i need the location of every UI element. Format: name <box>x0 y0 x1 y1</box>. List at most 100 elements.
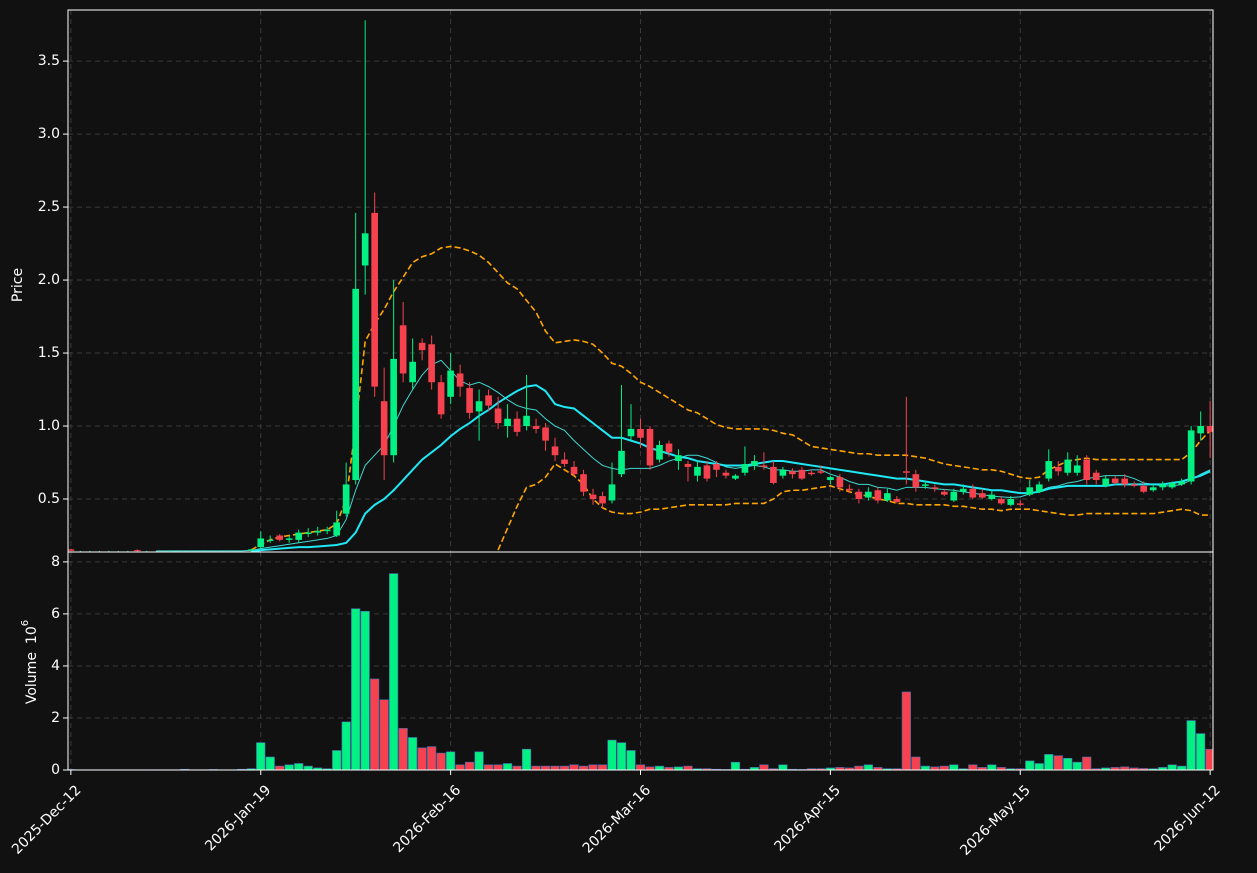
candle-body <box>751 461 758 466</box>
volume-bar <box>1177 765 1187 770</box>
volume-bar <box>1082 756 1092 770</box>
volume-bar <box>284 764 294 770</box>
volume-bar <box>436 752 446 770</box>
candle-body <box>1178 481 1185 485</box>
volume-bar <box>379 699 389 770</box>
candle-body <box>950 491 958 501</box>
volume-frame <box>67 551 1214 771</box>
volume-bar <box>559 765 570 770</box>
volume-bar <box>930 766 940 770</box>
candle-body <box>627 428 635 437</box>
volume-bar <box>417 747 427 770</box>
candle-body <box>133 550 141 552</box>
candle-body <box>988 494 996 500</box>
candle-body <box>494 408 502 424</box>
candle-body <box>1035 484 1043 492</box>
volume-tick-label: 4 <box>51 658 60 674</box>
volume-bar <box>265 756 275 770</box>
candle-body <box>361 233 369 266</box>
candle-body <box>276 535 284 540</box>
candle-body <box>1130 484 1138 486</box>
y-tick-label: 1.0 <box>38 418 60 434</box>
candle-body <box>570 466 578 475</box>
y-axis-label: Price <box>10 268 26 302</box>
volume-bar <box>673 766 684 770</box>
volume-bar <box>616 742 627 770</box>
volume-bar <box>521 748 532 770</box>
candle-body <box>684 463 692 467</box>
candle-body <box>808 472 815 475</box>
candle-body <box>997 499 1005 504</box>
candle-body <box>504 418 511 427</box>
volume-bar <box>360 611 370 770</box>
volume-bar <box>1139 768 1149 770</box>
price-grid <box>68 10 1213 552</box>
candle-body <box>959 488 967 492</box>
candle-body <box>247 549 255 551</box>
volume-bar <box>370 678 380 770</box>
volume-bar <box>968 764 978 770</box>
volume-bar <box>683 765 693 770</box>
candle-body <box>323 529 331 532</box>
volume-bar <box>332 750 342 770</box>
candle-body <box>646 428 654 466</box>
volume-tick-label: 8 <box>51 554 60 570</box>
candle-body <box>741 463 749 473</box>
candle-body <box>1083 459 1091 481</box>
candle-body <box>1149 487 1157 491</box>
candle-body <box>1206 426 1213 432</box>
volume-bar <box>303 765 313 770</box>
candle-body <box>703 465 711 479</box>
candle-body <box>618 450 625 475</box>
candle-body <box>1092 472 1100 481</box>
candle-body <box>770 466 777 483</box>
volume-bar <box>844 767 854 770</box>
candle-body <box>1102 478 1110 486</box>
candle-body <box>722 472 730 476</box>
volume-scale-base: 10 <box>24 626 40 644</box>
candle-body <box>466 388 473 413</box>
volume-bar <box>474 751 484 770</box>
candle-body <box>789 471 796 475</box>
candle-body <box>855 491 863 500</box>
volume-bar <box>939 765 949 770</box>
volume-tick-label: 6 <box>51 606 60 622</box>
candle-body <box>295 532 303 540</box>
volume-bar <box>825 767 835 770</box>
candle-body <box>665 443 673 453</box>
volume-bar <box>341 721 351 770</box>
candle-body <box>713 463 720 470</box>
volume-bar <box>1196 733 1206 770</box>
candle-body <box>1007 499 1015 505</box>
candle-body <box>551 446 559 456</box>
volume-bar <box>531 765 541 770</box>
volume-bar <box>465 761 475 770</box>
candle-body <box>68 549 75 551</box>
y-tick-label: 3.0 <box>38 126 60 142</box>
y-tick-label: 1.5 <box>38 345 60 361</box>
candle-body <box>1111 478 1119 483</box>
candle-body <box>922 484 929 486</box>
volume-bar <box>863 764 873 770</box>
candle-body <box>304 532 312 535</box>
volume-bar <box>949 764 959 770</box>
volume-label-text: Volume <box>24 652 40 704</box>
volume-bar <box>1044 754 1054 770</box>
candle-body <box>437 382 445 415</box>
candle-body <box>760 465 768 467</box>
volume-bar <box>455 764 465 770</box>
volume-tick-label: 0 <box>51 762 60 778</box>
volume-bar <box>987 764 997 770</box>
volume-bar <box>569 764 579 770</box>
candle-body <box>675 455 682 462</box>
volume-bar <box>597 764 608 770</box>
candle-body <box>475 401 483 412</box>
candle-body <box>656 445 663 460</box>
y-tick-label: 3.5 <box>38 53 60 69</box>
candle-body <box>903 471 910 473</box>
volume-bar <box>493 764 503 770</box>
volume-bar <box>635 764 646 770</box>
overlay-lines <box>156 245 1211 552</box>
